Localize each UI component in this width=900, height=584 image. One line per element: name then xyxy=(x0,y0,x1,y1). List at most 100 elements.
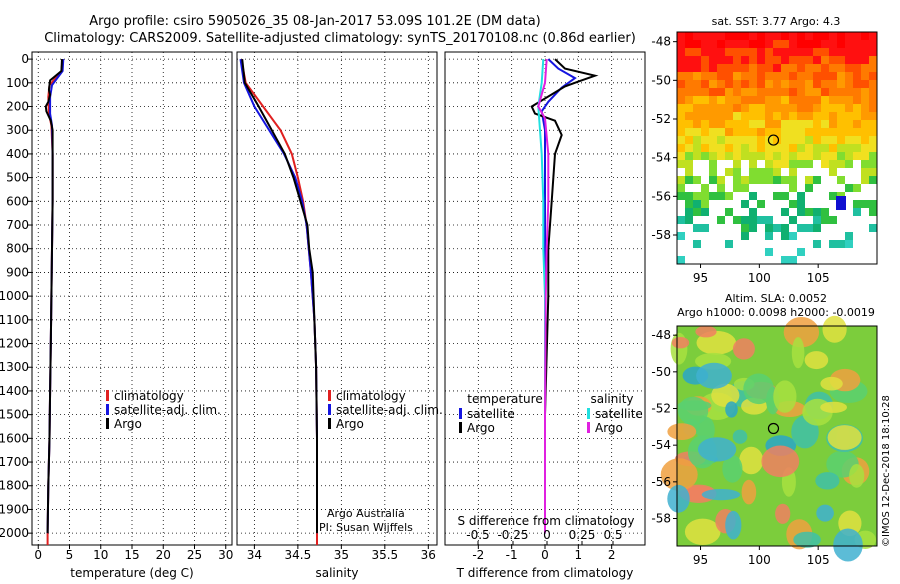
sst-cell xyxy=(821,104,829,112)
sla-eddy xyxy=(743,373,774,405)
sst-cell xyxy=(765,120,773,128)
sst-cell xyxy=(837,112,845,120)
sst-cell xyxy=(709,72,717,80)
sst-cell xyxy=(733,152,741,160)
sst-cell xyxy=(685,88,693,96)
sst-cell xyxy=(853,56,861,64)
sst-cell xyxy=(685,232,693,240)
sst-cell xyxy=(725,128,733,136)
sst-cell xyxy=(813,136,821,144)
depth-tick-label: 1800 xyxy=(0,479,29,493)
sst-cell xyxy=(829,48,837,56)
sst-cell xyxy=(789,200,797,208)
sst-cell xyxy=(757,112,765,120)
sst-cell xyxy=(685,136,693,144)
sst-cell xyxy=(725,120,733,128)
sst-cell xyxy=(837,168,845,176)
sst-cell xyxy=(733,40,741,48)
sst-cell xyxy=(757,160,765,168)
sst-cell xyxy=(869,216,877,224)
sst-cell xyxy=(701,168,709,176)
annotation-line: Argo Australia xyxy=(327,507,405,520)
sst-cell xyxy=(781,40,789,48)
sst-cell xyxy=(829,96,837,104)
sst-cell xyxy=(709,224,717,232)
sst-cell xyxy=(845,56,853,64)
sst-cell xyxy=(829,232,837,240)
sst-cell xyxy=(677,200,685,208)
sst-cell xyxy=(781,72,789,80)
sst-cell xyxy=(725,192,733,200)
sst-cell xyxy=(821,224,829,232)
sst-cell xyxy=(845,216,853,224)
sst-cell xyxy=(805,224,813,232)
panel-frame xyxy=(31,51,233,546)
sst-cell xyxy=(685,216,693,224)
legend-label: satellite xyxy=(595,407,643,421)
sst-cell xyxy=(797,256,805,264)
sst-cell xyxy=(853,232,861,240)
sst-cell xyxy=(685,200,693,208)
sst-cell xyxy=(765,128,773,136)
sst-cell xyxy=(789,152,797,160)
sst-cell xyxy=(773,104,781,112)
sst-cell xyxy=(853,216,861,224)
sst-cell xyxy=(693,128,701,136)
sst-cell xyxy=(805,232,813,240)
sst-cell xyxy=(805,184,813,192)
sst-cell xyxy=(765,216,773,224)
x-tick-label: 5 xyxy=(66,548,74,562)
sst-cell xyxy=(829,136,837,144)
sst-cell xyxy=(805,72,813,80)
sst-cell xyxy=(677,104,685,112)
sst-cell xyxy=(733,120,741,128)
sst-cell xyxy=(789,112,797,120)
sst-cell xyxy=(773,160,781,168)
sst-cell xyxy=(709,208,717,216)
sst-cell xyxy=(765,152,773,160)
sla-eddy xyxy=(833,528,863,562)
x-tick-label: 15 xyxy=(124,548,139,562)
sst-cell xyxy=(701,152,709,160)
sst-cell xyxy=(781,128,789,136)
sst-cell xyxy=(853,160,861,168)
sst-cell xyxy=(781,176,789,184)
sst-cell xyxy=(733,32,741,40)
sst-cell xyxy=(773,168,781,176)
sst-cell xyxy=(733,72,741,80)
sst-cell xyxy=(709,112,717,120)
sst-cell xyxy=(837,224,845,232)
sst-cell xyxy=(717,208,725,216)
sst-cell xyxy=(789,248,797,256)
sst-cell xyxy=(813,64,821,72)
sst-cell xyxy=(813,128,821,136)
sst-cell xyxy=(797,48,805,56)
sst-cell xyxy=(789,96,797,104)
sst-cell xyxy=(733,80,741,88)
sst-cell xyxy=(837,208,845,216)
sst-cell xyxy=(773,72,781,80)
sst-cell xyxy=(741,144,749,152)
sst-cell xyxy=(845,192,853,200)
sst-cell xyxy=(757,152,765,160)
sst-cell xyxy=(677,192,685,200)
sst-cell xyxy=(853,256,861,264)
sst-cell xyxy=(717,200,725,208)
sst-cell xyxy=(781,208,789,216)
sst-cell xyxy=(813,192,821,200)
legend-label: climatology xyxy=(114,389,184,403)
sst-cell xyxy=(749,208,757,216)
sst-cell xyxy=(829,160,837,168)
sst-cell xyxy=(821,232,829,240)
sst-cell xyxy=(685,80,693,88)
sla-eddy xyxy=(732,338,755,360)
legend-label: Argo xyxy=(114,417,142,431)
sst-cell xyxy=(837,64,845,72)
sst-cell xyxy=(861,72,869,80)
sst-cell xyxy=(869,64,877,72)
sst-cell xyxy=(693,200,701,208)
sst-cell xyxy=(789,128,797,136)
sst-cell xyxy=(677,232,685,240)
sst-cell xyxy=(805,144,813,152)
